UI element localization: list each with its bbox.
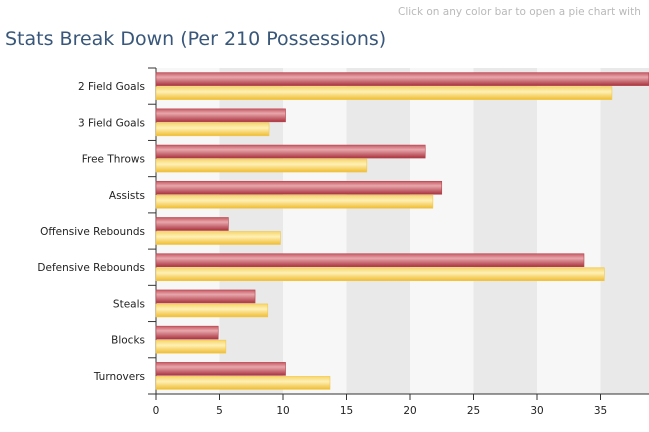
category-label: Assists	[109, 190, 145, 202]
x-tick-label: 0	[153, 405, 160, 417]
category-label: Blocks	[111, 335, 145, 347]
grid-band	[600, 68, 649, 394]
bar-series-2-steals[interactable]	[155, 303, 269, 318]
x-tick-label: 25	[467, 405, 480, 417]
bar-series-1-defensive-rebounds[interactable]	[155, 253, 585, 268]
grid-band	[473, 68, 537, 394]
x-tick-labels: 0 5 10 15 20 25 30 35	[153, 394, 607, 417]
bar-series-1-turnovers[interactable]	[155, 362, 286, 376]
category-label: Offensive Rebounds	[40, 226, 145, 238]
x-tick-label: 10	[276, 405, 289, 417]
x-tick-label: 20	[403, 405, 416, 417]
bar-series-2-2-field-goals[interactable]	[155, 86, 613, 100]
bar-series-1-free-throws[interactable]	[155, 144, 426, 159]
bar-series-2-blocks[interactable]	[155, 339, 227, 354]
category-label: 2 Field Goals	[78, 81, 145, 93]
chart-title: Stats Break Down (Per 210 Possessions)	[5, 28, 387, 50]
grid-band	[346, 68, 410, 394]
category-label: Turnovers	[93, 371, 145, 383]
bar-series-1-3-field-goals[interactable]	[155, 108, 286, 123]
bar-series-2-3-field-goals[interactable]	[155, 122, 270, 137]
category-label: Steals	[113, 298, 145, 310]
bar-series-1-blocks[interactable]	[155, 325, 219, 340]
pie-chart-hint: Click on any color bar to open a pie cha…	[398, 6, 641, 18]
bar-series-1-2-field-goals[interactable]	[155, 72, 649, 86]
category-label: Defensive Rebounds	[37, 262, 145, 274]
grid-band	[219, 68, 283, 394]
bar-series-2-offensive-rebounds[interactable]	[155, 231, 281, 245]
x-tick-label: 15	[340, 405, 353, 417]
grid-bands	[156, 68, 649, 394]
bar-series-1-offensive-rebounds[interactable]	[155, 217, 229, 231]
category-label: 3 Field Goals	[78, 117, 145, 129]
bar-series-2-defensive-rebounds[interactable]	[155, 267, 605, 282]
bar-series-2-free-throws[interactable]	[155, 158, 368, 173]
bar-series-1-steals[interactable]	[155, 289, 256, 304]
axes	[148, 67, 649, 395]
category-labels: 2 Field Goals 3 Field Goals Free Throws Ass…	[37, 81, 145, 383]
x-tick-label: 5	[216, 405, 223, 417]
category-label: Free Throws	[82, 154, 145, 166]
x-tick-label: 30	[530, 405, 543, 417]
bar-series-2-turnovers[interactable]	[155, 376, 331, 390]
x-tick-label: 35	[594, 405, 607, 417]
bars	[155, 72, 649, 390]
bar-series-2-assists[interactable]	[155, 194, 434, 209]
bar-series-1-assists[interactable]	[155, 180, 443, 195]
